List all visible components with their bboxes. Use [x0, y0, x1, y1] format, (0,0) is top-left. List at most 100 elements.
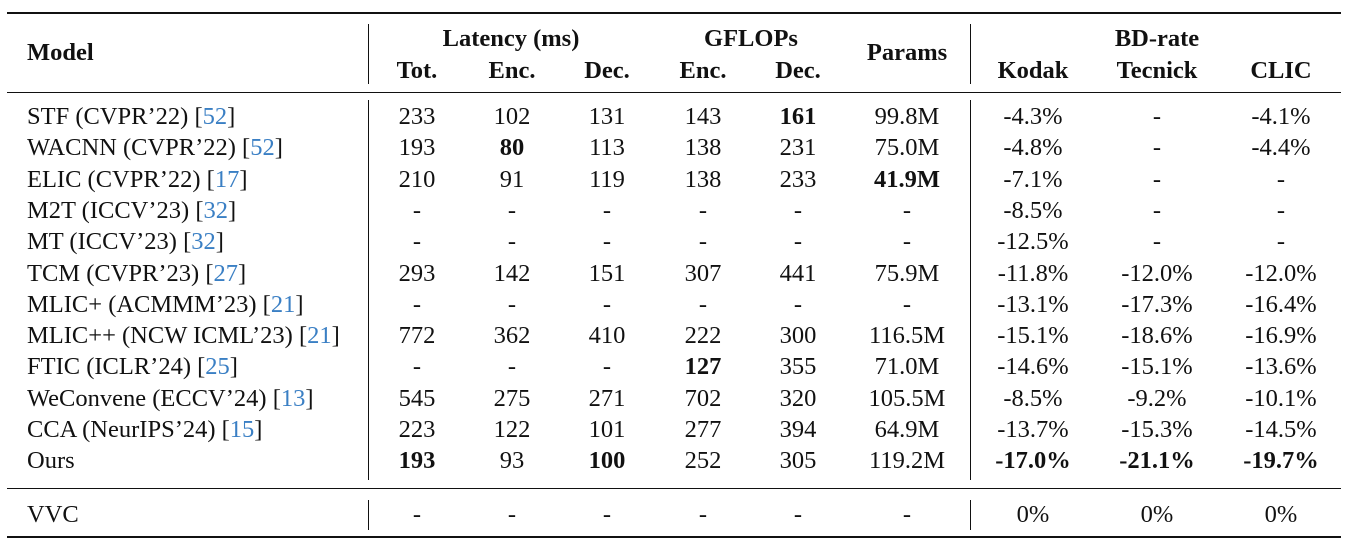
cell-clic: - — [1276, 228, 1286, 256]
cell-enc-gflops: 138 — [684, 165, 722, 193]
citation-link[interactable]: 27 — [213, 259, 238, 287]
cell-params: 116.5M — [868, 322, 946, 350]
model-name: STF (CVPR’22) [52] — [27, 103, 235, 130]
cell-enc-gflops: 702 — [684, 384, 722, 412]
citation-link[interactable]: 32 — [203, 196, 228, 224]
cell-enc-latency: 93 — [499, 447, 525, 475]
model-name: ELIC (CVPR’22) [17] — [27, 165, 248, 193]
cell-dec-latency: 151 — [588, 259, 626, 287]
citation-link[interactable]: 52 — [250, 134, 275, 162]
cell-enc-latency: 275 — [493, 384, 531, 412]
citation-link[interactable]: 25 — [205, 353, 230, 381]
cell-enc-latency: 80 — [499, 134, 525, 162]
citation-bracket: ] — [254, 416, 263, 443]
model-name: CCA (NeurIPS’24) [15] — [27, 416, 263, 443]
cell-clic: -10.1% — [1245, 384, 1317, 412]
model-label: TCM (CVPR’23) [ — [27, 259, 214, 287]
model-name: WACNN (CVPR’22) [52] — [27, 136, 283, 161]
model-name: MLIC++ (NCW ICML’23) [21] — [27, 322, 340, 350]
cell-dec-latency: - — [602, 196, 612, 224]
cell-tecnick: 0% — [1140, 501, 1174, 528]
cell-tecnick: - — [1152, 228, 1162, 256]
cell-kodak: -17.0% — [995, 447, 1071, 475]
cell-enc-gflops: 307 — [684, 259, 722, 287]
cell-kodak: -7.1% — [1003, 165, 1063, 193]
cell-dec-latency: 271 — [588, 384, 626, 412]
citation-bracket: ] — [239, 165, 248, 193]
separator-model — [368, 500, 370, 530]
citation-link[interactable]: 13 — [280, 384, 306, 412]
top-rule — [7, 12, 1341, 14]
baseline-rule — [7, 488, 1341, 490]
cell-dec-latency: - — [602, 501, 612, 528]
cell-total-latency: 233 — [398, 103, 436, 130]
cell-tecnick: - — [1152, 134, 1162, 162]
cell-enc-latency: 142 — [493, 259, 531, 287]
cell-tecnick: - — [1152, 103, 1162, 130]
header-tecnick: Tecnick — [1116, 57, 1198, 84]
cell-params: 71.0M — [874, 353, 940, 381]
model-label: CCA (NeurIPS’24) [ — [27, 416, 230, 443]
cell-total-latency: 293 — [398, 259, 436, 287]
header-clic: CLIC — [1250, 57, 1312, 84]
model-label: VVC — [27, 501, 79, 528]
cell-dec-gflops: 231 — [779, 134, 817, 162]
separator-bdrate — [970, 500, 972, 530]
cell-total-latency: - — [412, 501, 422, 528]
citation-bracket: ] — [227, 196, 237, 224]
cell-dec-latency: 131 — [588, 103, 626, 130]
cell-enc-gflops: - — [698, 290, 708, 318]
model-label: STF (CVPR’22) [ — [27, 103, 203, 130]
cell-total-latency: 193 — [398, 447, 436, 475]
cell-dec-gflops: 233 — [779, 165, 817, 193]
model-label: WeConvene (ECCV’24) [ — [27, 384, 281, 412]
citation-bracket: ] — [237, 259, 247, 287]
cell-params: 75.0M — [874, 134, 940, 162]
cell-enc-gflops: 143 — [684, 103, 722, 130]
cell-tecnick: -18.6% — [1121, 322, 1193, 350]
citation-link[interactable]: 32 — [191, 228, 216, 256]
cell-total-latency: 545 — [398, 384, 436, 412]
model-name: M2T (ICCV’23) [32] — [27, 196, 237, 224]
header-enc-gflops: Enc. — [679, 57, 727, 84]
cell-dec-latency: 101 — [588, 416, 626, 443]
cell-dec-gflops: 320 — [779, 384, 817, 412]
cell-enc-latency: - — [507, 501, 517, 528]
cell-params: 41.9M — [874, 165, 940, 193]
cell-params: - — [902, 290, 912, 318]
cell-clic: -14.5% — [1245, 416, 1317, 443]
cell-dec-gflops: 355 — [779, 353, 817, 381]
citation-bracket: ] — [229, 353, 238, 381]
cell-enc-latency: - — [507, 353, 517, 381]
cell-dec-gflops: 305 — [779, 447, 817, 475]
cell-total-latency: 210 — [398, 165, 436, 193]
cell-kodak: -4.8% — [1003, 134, 1063, 162]
model-name: VVC — [27, 501, 79, 528]
cell-enc-gflops: - — [698, 501, 708, 528]
model-name: Ours — [27, 449, 75, 474]
cell-dec-latency: 119 — [589, 165, 625, 193]
cell-dec-latency: - — [602, 353, 612, 381]
header-bdrate: BD-rate — [1114, 25, 1200, 52]
citation-link[interactable]: 52 — [202, 103, 228, 130]
cell-enc-latency: - — [507, 196, 517, 224]
citation-link[interactable]: 21 — [307, 322, 332, 350]
citation-bracket: ] — [215, 228, 224, 256]
cell-clic: -12.0% — [1245, 259, 1317, 287]
citation-link[interactable]: 21 — [270, 290, 296, 318]
separator-model — [368, 100, 370, 480]
cell-clic: -4.4% — [1251, 134, 1311, 162]
cell-dec-latency: 113 — [589, 134, 625, 162]
cell-clic: -16.4% — [1245, 290, 1317, 318]
model-label: MLIC++ (NCW ICML’23) [ — [27, 322, 308, 350]
cell-tecnick: -17.3% — [1121, 290, 1193, 318]
citation-link[interactable]: 17 — [214, 165, 240, 193]
model-name: TCM (CVPR’23) [27] — [27, 259, 247, 287]
cell-params: 105.5M — [868, 384, 946, 412]
cell-total-latency: 223 — [398, 416, 436, 443]
cell-enc-latency: 122 — [493, 416, 531, 443]
citation-link[interactable]: 15 — [229, 416, 255, 443]
model-label: MLIC+ (ACMMM’23) [ — [27, 290, 271, 318]
cell-params: 119.2M — [868, 447, 946, 475]
model-name: MLIC+ (ACMMM’23) [21] — [27, 290, 304, 318]
